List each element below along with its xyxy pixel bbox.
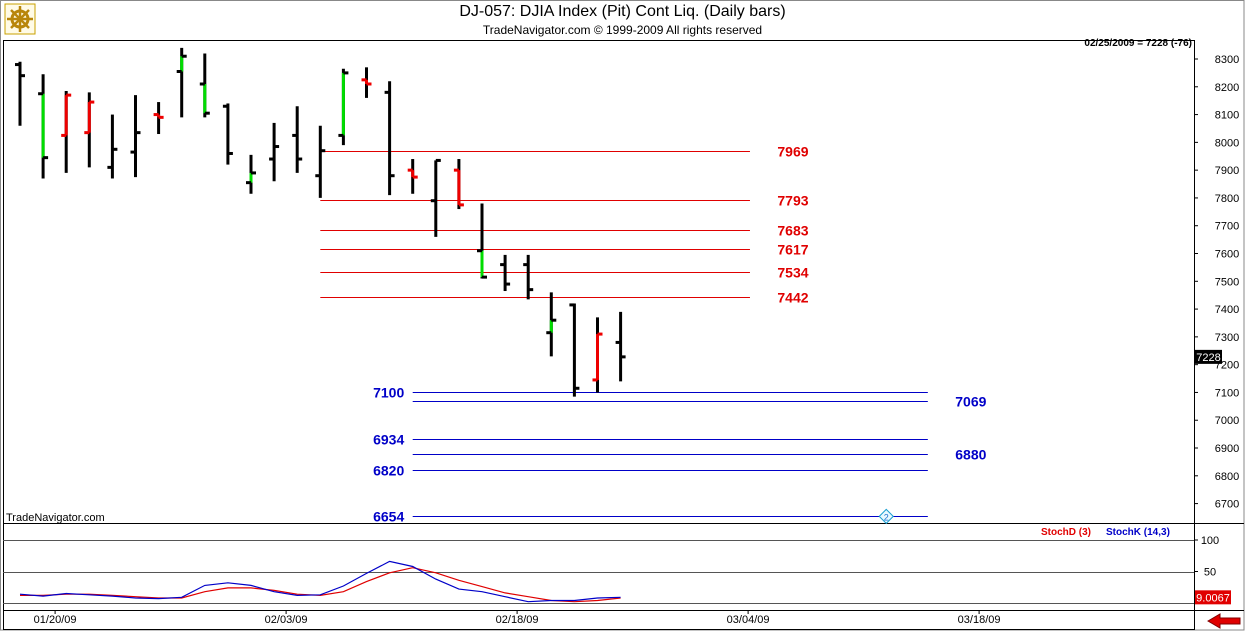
price-bar bbox=[523, 254, 534, 300]
last-price-label: 7228 bbox=[1196, 352, 1220, 364]
stoch-tick-label: 100 bbox=[1201, 535, 1219, 547]
level-lines: 7969 7793 7683 7617 7534 7442 7100 7069 6934 6880… bbox=[320, 144, 987, 525]
level-label: 7442 bbox=[777, 290, 808, 306]
level-label: 7100 bbox=[373, 385, 404, 401]
legend-stochk: StochK (14,3) bbox=[1106, 527, 1170, 538]
price-tick-label: 6700 bbox=[1215, 499, 1239, 511]
level-label: 7969 bbox=[777, 144, 808, 160]
stoch-tick-label: 50 bbox=[1204, 567, 1216, 579]
date-tick-label: 02/03/09 bbox=[265, 614, 308, 626]
price-tick-label: 7000 bbox=[1215, 415, 1239, 427]
level-label: 7793 bbox=[777, 193, 808, 209]
watermark-text: TradeNavigator.com bbox=[6, 512, 105, 524]
price-tick-label: 8000 bbox=[1215, 137, 1239, 149]
price-bar bbox=[338, 68, 349, 146]
price-axis: 6700680069007000710072007300740075007600… bbox=[1194, 54, 1239, 511]
price-tick-label: 7400 bbox=[1215, 304, 1239, 316]
stoch-series-line bbox=[19, 560, 621, 603]
price-bar bbox=[477, 203, 487, 279]
price-bar bbox=[130, 95, 141, 178]
date-tick-label: 01/20/09 bbox=[34, 614, 77, 626]
price-bar bbox=[500, 254, 511, 292]
price-bar bbox=[430, 158, 441, 237]
price-bar bbox=[407, 159, 418, 194]
datestamp: 02/25/2009 = 7228 (-76) bbox=[1084, 38, 1192, 49]
level-label: 7069 bbox=[955, 394, 986, 410]
price-bar bbox=[546, 292, 557, 357]
legend-stochd: StochD (3) bbox=[1041, 527, 1091, 538]
level-label: 7683 bbox=[777, 223, 808, 239]
last-price-tag bbox=[1195, 349, 1222, 364]
stoch-last-tag bbox=[1195, 590, 1231, 605]
plot-border bbox=[3, 40, 1195, 630]
price-tick-label: 7700 bbox=[1215, 221, 1239, 233]
price-bar bbox=[361, 67, 372, 98]
price-bar bbox=[615, 311, 626, 382]
level-label: 6934 bbox=[373, 432, 404, 448]
price-tick-label: 7100 bbox=[1215, 387, 1239, 399]
left-arrow-icon[interactable] bbox=[1206, 613, 1242, 629]
diamond-marker-label: 2 bbox=[884, 512, 889, 522]
date-tick-label: 03/04/09 bbox=[727, 614, 770, 626]
price-tick-label: 7900 bbox=[1215, 165, 1239, 177]
price-tick-label: 7600 bbox=[1215, 249, 1239, 261]
price-tick-label: 8200 bbox=[1215, 82, 1239, 94]
price-bar bbox=[176, 47, 187, 118]
chart-subtitle: TradeNavigator.com © 1999-2009 All right… bbox=[482, 23, 763, 37]
price-bar bbox=[292, 106, 303, 173]
price-tick-label: 7300 bbox=[1215, 332, 1239, 344]
price-bar bbox=[38, 74, 49, 179]
price-bar bbox=[453, 159, 464, 210]
price-bar bbox=[199, 53, 210, 118]
date-tick-label: 02/18/09 bbox=[496, 614, 539, 626]
price-bar bbox=[153, 102, 164, 135]
price-bar bbox=[15, 61, 25, 126]
price-tick-label: 7500 bbox=[1215, 276, 1239, 288]
price-bar bbox=[569, 303, 580, 397]
price-bar bbox=[61, 90, 72, 173]
level-label: 7617 bbox=[777, 242, 808, 258]
diamond-marker-shape bbox=[878, 508, 894, 525]
price-bar bbox=[222, 103, 233, 165]
diamond-marker-icon: 2 bbox=[878, 508, 894, 525]
price-bar bbox=[84, 92, 95, 168]
date-tick-label: 03/18/09 bbox=[958, 614, 1001, 626]
stoch-last-label: 9.0067 bbox=[1196, 592, 1230, 604]
level-label: 6880 bbox=[955, 447, 986, 463]
price-tick-label: 8100 bbox=[1215, 110, 1239, 122]
price-bar bbox=[592, 317, 603, 393]
price-tick-label: 6800 bbox=[1215, 471, 1239, 483]
date-axis: 01/20/09 02/03/09 02/18/09 03/04/09 03/18/09 bbox=[34, 610, 1001, 626]
level-label: 6654 bbox=[373, 509, 404, 525]
level-label: 7534 bbox=[777, 265, 808, 281]
chart-title: DJ-057: DJIA Index (Pit) Cont Liq. (Dail… bbox=[459, 3, 786, 20]
level-label: 6820 bbox=[373, 463, 404, 479]
price-bar bbox=[269, 122, 280, 182]
price-tick-label: 6900 bbox=[1215, 443, 1239, 455]
price-bar bbox=[384, 81, 395, 196]
price-bar bbox=[246, 154, 256, 194]
ship-wheel-icon[interactable] bbox=[4, 3, 36, 35]
price-bars bbox=[15, 47, 626, 397]
price-tick-label: 8300 bbox=[1215, 54, 1239, 66]
stochastic-panel: 50 100 9.0067 bbox=[3, 535, 1231, 605]
price-bar bbox=[315, 125, 326, 198]
price-tick-label: 7800 bbox=[1215, 193, 1239, 205]
price-bar bbox=[107, 114, 118, 179]
